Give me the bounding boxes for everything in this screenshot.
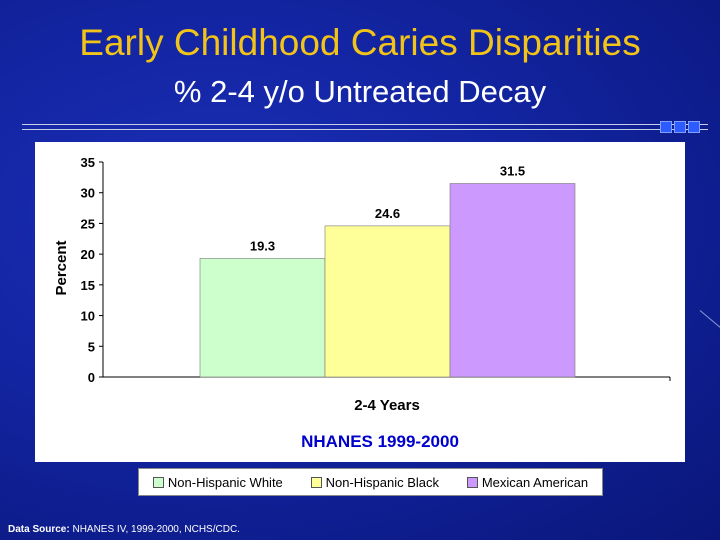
legend-label-white: Non-Hispanic White <box>167 474 283 490</box>
slide-subtitle: % 2-4 y/o Untreated Decay <box>173 74 547 109</box>
y-tick-label: 15 <box>81 278 95 293</box>
data-source-text: NHANES IV, 1999-2000, NCHS/CDC. <box>69 524 240 535</box>
bar-mexican-american <box>449 183 576 378</box>
bar-non-hispanic-black <box>324 225 451 378</box>
data-source-label: Data Source: <box>8 524 70 535</box>
legend-item-mexican: Mexican American <box>466 474 589 490</box>
y-tick-label: 35 <box>81 155 95 170</box>
y-tick-label: 30 <box>81 186 95 201</box>
title-divider-top <box>22 124 708 125</box>
slide-title: Early Childhood Caries Disparities <box>79 22 641 63</box>
y-axis-label: Percent <box>53 240 70 295</box>
y-tick-label: 10 <box>81 309 95 324</box>
bar-non-hispanic-white <box>199 258 326 378</box>
y-tick-label: 5 <box>88 339 95 354</box>
legend-swatch-mexican <box>466 476 478 488</box>
y-tick-label: 25 <box>81 216 95 231</box>
bar-value-label: 31.5 <box>500 164 525 179</box>
chart-legend: Non-Hispanic White Non-Hispanic Black Me… <box>138 468 603 496</box>
bar-value-label: 19.3 <box>250 238 275 253</box>
legend-label-black: Non-Hispanic Black <box>325 474 440 490</box>
legend-swatch-black <box>310 476 322 488</box>
decorative-squares <box>660 120 702 138</box>
chart-caption: NHANES 1999-2000 <box>301 432 459 451</box>
bar-value-label: 24.6 <box>375 206 400 221</box>
x-axis-label: 2-4 Years <box>354 397 420 414</box>
legend-item-white: Non-Hispanic White <box>152 474 283 490</box>
y-tick-label: 0 <box>88 370 95 385</box>
title-divider-bottom <box>22 129 708 130</box>
legend-label-mexican: Mexican American <box>481 474 589 490</box>
data-source-note: Data Source: NHANES IV, 1999-2000, NCHS/… <box>8 524 240 535</box>
legend-swatch-white <box>152 476 164 488</box>
y-tick-label: 20 <box>81 247 95 262</box>
legend-item-black: Non-Hispanic Black <box>310 474 440 490</box>
